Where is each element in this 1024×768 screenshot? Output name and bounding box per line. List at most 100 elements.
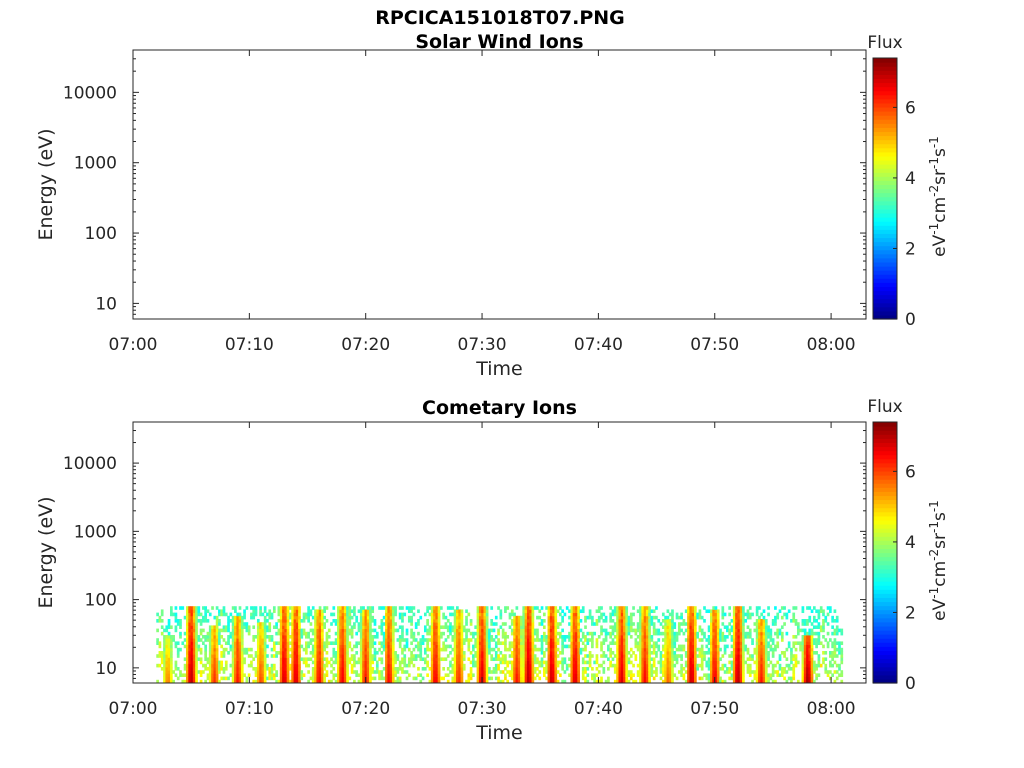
spectrogram-cell bbox=[591, 676, 594, 681]
spectrogram-cell bbox=[668, 651, 672, 655]
spectrogram-cell bbox=[339, 667, 343, 671]
spectrogram-cell bbox=[735, 638, 738, 642]
spectrogram-cell bbox=[343, 644, 347, 649]
spectrogram-cell bbox=[456, 660, 459, 665]
spectrogram-cell bbox=[806, 663, 809, 668]
spectrogram-cell bbox=[822, 660, 825, 665]
spectrogram-cell bbox=[199, 647, 203, 652]
spectrogram-cell bbox=[803, 667, 807, 671]
spectrogram-cell bbox=[735, 663, 738, 668]
spectrogram-cell bbox=[186, 644, 189, 649]
spectrogram-cell bbox=[721, 609, 725, 614]
spectrogram-cell bbox=[520, 641, 523, 646]
spectrogram-cell bbox=[831, 651, 834, 655]
spectrogram-cell bbox=[359, 615, 363, 620]
spectrogram-cell bbox=[341, 628, 345, 633]
spectrogram-cell bbox=[822, 635, 825, 639]
spectrogram-cell bbox=[687, 644, 690, 649]
spectrogram-cell bbox=[314, 651, 317, 655]
spectrogram-cell bbox=[801, 609, 805, 614]
spectrogram-cell bbox=[190, 654, 194, 658]
spectrogram-cell bbox=[710, 631, 713, 636]
spectrogram-cell bbox=[453, 631, 457, 636]
spectrogram-cell bbox=[524, 667, 528, 671]
spectrogram-cell bbox=[742, 622, 745, 626]
spectrogram-cell bbox=[275, 670, 278, 674]
spectrogram-cell bbox=[721, 615, 725, 620]
spectrogram-cell bbox=[703, 651, 706, 655]
spectrogram-cell bbox=[572, 609, 576, 614]
spectrogram-cell bbox=[634, 631, 638, 636]
spectrogram-cell bbox=[542, 631, 546, 636]
spectrogram-cell bbox=[359, 606, 363, 610]
spectrogram-cell bbox=[549, 609, 553, 614]
spectrogram-cell bbox=[620, 609, 624, 614]
spectrogram-cell bbox=[398, 660, 402, 665]
spectrogram-cell bbox=[577, 606, 580, 610]
spectrogram-cell bbox=[783, 606, 786, 610]
spectrogram-cell bbox=[575, 641, 578, 646]
spectrogram-cell bbox=[364, 631, 368, 636]
spectrogram-cell bbox=[380, 657, 384, 662]
spectrogram-cell bbox=[478, 651, 482, 655]
spectrogram-cell bbox=[341, 619, 345, 623]
spectrogram-cell bbox=[758, 679, 761, 684]
spectrogram-cell bbox=[481, 638, 484, 642]
spectrogram-cell bbox=[801, 663, 805, 668]
spectrogram-cell bbox=[350, 635, 354, 639]
spectrogram-cell bbox=[195, 628, 198, 633]
spectrogram-cell bbox=[671, 641, 674, 646]
spectrogram-cell bbox=[481, 641, 484, 646]
spectrogram-cell bbox=[520, 673, 523, 677]
spectrogram-cell bbox=[645, 635, 649, 639]
spectrogram-cell bbox=[215, 654, 219, 658]
spectrogram-cell bbox=[792, 619, 796, 623]
spectrogram-cell bbox=[636, 628, 640, 633]
spectrogram-cell bbox=[684, 670, 688, 674]
spectrogram-cell bbox=[192, 609, 196, 614]
spectrogram-cell bbox=[517, 625, 521, 630]
spectrogram-cell bbox=[561, 638, 564, 642]
spectrogram-cell bbox=[190, 663, 194, 668]
spectrogram-cell bbox=[618, 638, 622, 642]
spectrogram-cell bbox=[668, 670, 672, 674]
spectrogram-cell bbox=[746, 651, 750, 655]
spectrogram-cell bbox=[810, 644, 814, 649]
colorbar-swatch bbox=[873, 499, 897, 505]
spectrogram-cell bbox=[353, 625, 356, 630]
spectrogram-cell bbox=[629, 635, 633, 639]
spectrogram-cell bbox=[218, 619, 221, 623]
spectrogram-cell bbox=[176, 641, 180, 646]
spectrogram-cell bbox=[586, 673, 590, 677]
spectrogram-cell bbox=[321, 660, 324, 665]
spectrogram-cell bbox=[666, 628, 670, 633]
spectrogram-cell bbox=[236, 667, 240, 671]
spectrogram-cell bbox=[423, 638, 427, 642]
colorbar-swatch bbox=[873, 503, 897, 509]
spectrogram-cell bbox=[238, 647, 242, 652]
spectrogram-cell bbox=[547, 660, 551, 665]
spectrogram-cell bbox=[453, 679, 457, 684]
spectrogram-cell bbox=[407, 619, 411, 623]
spectrogram-cell bbox=[565, 663, 569, 668]
spectrogram-cell bbox=[357, 673, 361, 677]
spectrogram-cell bbox=[250, 606, 253, 610]
spectrogram-cell bbox=[339, 654, 343, 658]
spectrogram-cell bbox=[522, 654, 526, 658]
spectrogram-cell bbox=[167, 641, 171, 646]
spectrogram-cell bbox=[584, 638, 587, 642]
spectrogram-cell bbox=[234, 679, 237, 684]
spectrogram-cell bbox=[591, 622, 594, 626]
spectrogram-cell bbox=[234, 644, 237, 649]
spectrogram-cell bbox=[652, 657, 656, 662]
spectrogram-cell bbox=[572, 638, 576, 642]
colorbar-swatch bbox=[873, 572, 897, 578]
spectrogram-cell bbox=[753, 660, 757, 665]
colorbar-swatch bbox=[873, 495, 897, 501]
spectrogram-cell bbox=[279, 622, 283, 626]
spectrogram-cell bbox=[806, 654, 809, 658]
spectrogram-cell bbox=[259, 612, 262, 617]
spectrogram-cell bbox=[186, 651, 189, 655]
colorbar-swatch bbox=[873, 442, 897, 448]
spectrogram-cell bbox=[753, 673, 757, 677]
